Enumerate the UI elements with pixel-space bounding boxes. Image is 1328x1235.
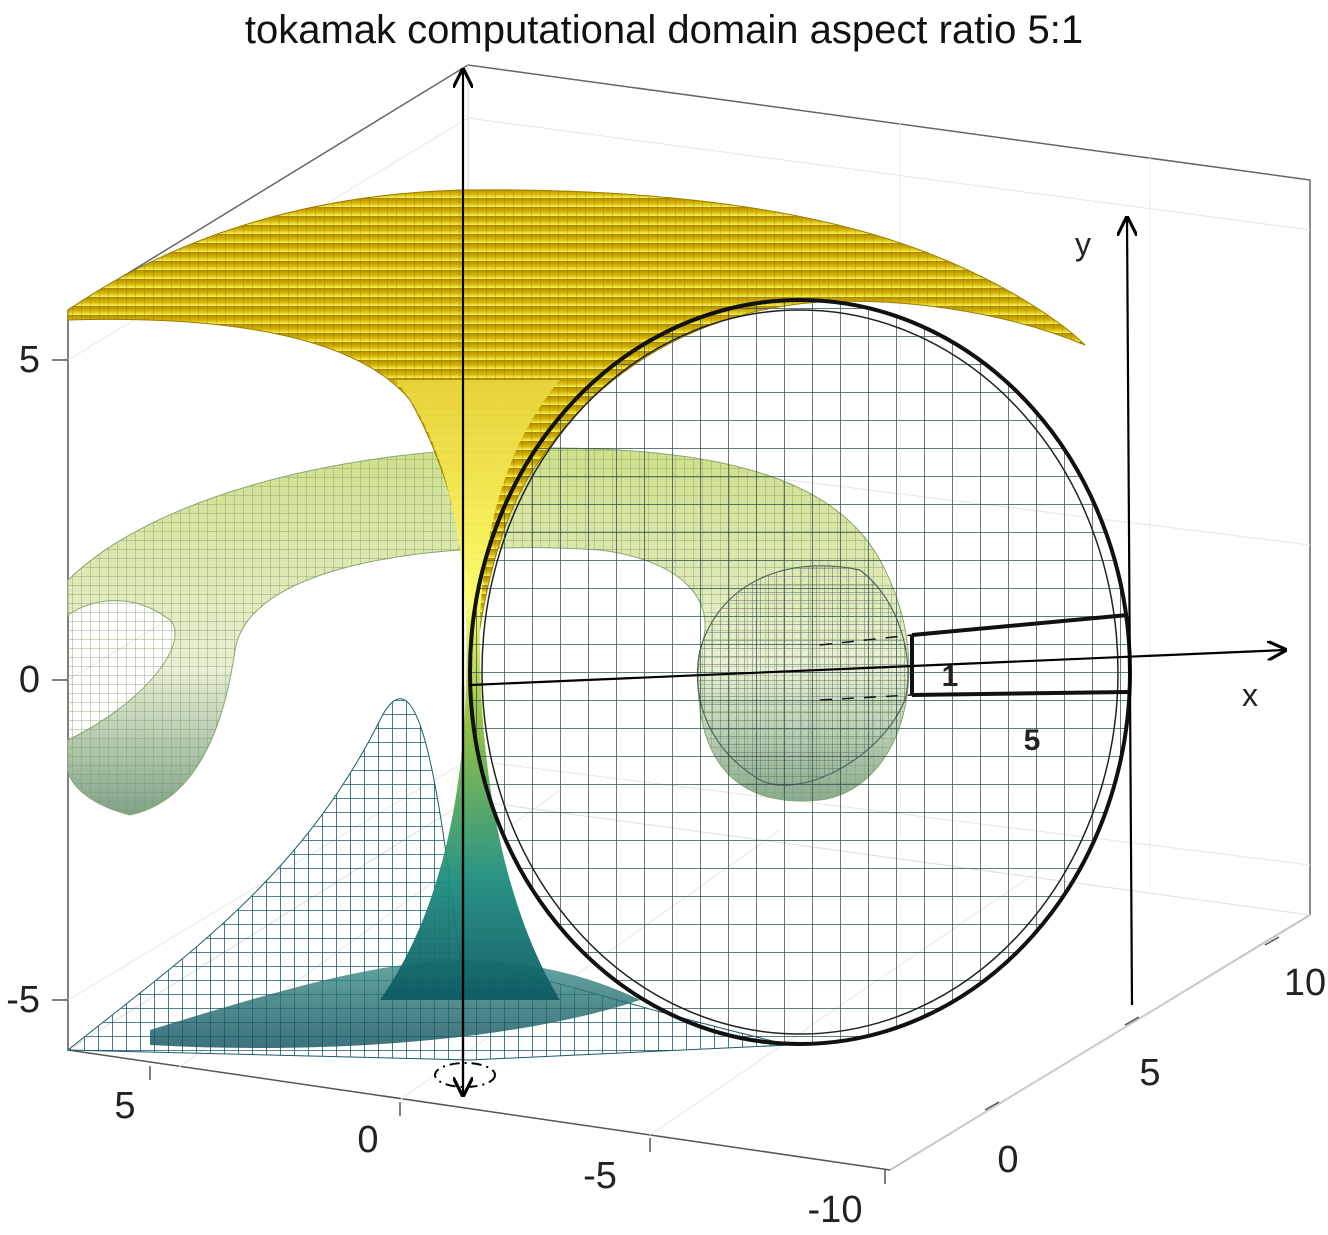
x-tick-label: -5 [583,1155,617,1197]
rotation-symbol [434,1062,496,1088]
x-annotation-label: x [1242,677,1258,713]
z-tick-label: 5 [19,339,40,381]
y-tick-label: 5 [1139,1052,1160,1094]
major-radius-label: 5 [1024,724,1041,757]
x-tick-label: -10 [808,1189,863,1230]
y-annotation-label: y [1075,226,1091,262]
y-tick-label: 10 [1284,962,1326,1004]
x-axis-arrow [469,650,1285,687]
z-tick-label: -5 [6,979,40,1021]
cross-section-disk [468,298,1132,1046]
y-tick-label: 0 [997,1139,1018,1181]
x-tick-label: 5 [114,1085,135,1127]
x-tick-marks [149,1066,886,1184]
figure-title: tokamak computational domain aspect rati… [244,8,1084,52]
y-tick-marks [984,936,1280,1111]
y-axis-arrow [1127,218,1132,1006]
axis-arrows [463,70,1285,1095]
x-tick-label: 0 [357,1119,378,1161]
z-tick-label: 0 [19,659,40,701]
minor-radius-label: 1 [942,660,959,693]
z-tick-marks [52,359,68,1001]
